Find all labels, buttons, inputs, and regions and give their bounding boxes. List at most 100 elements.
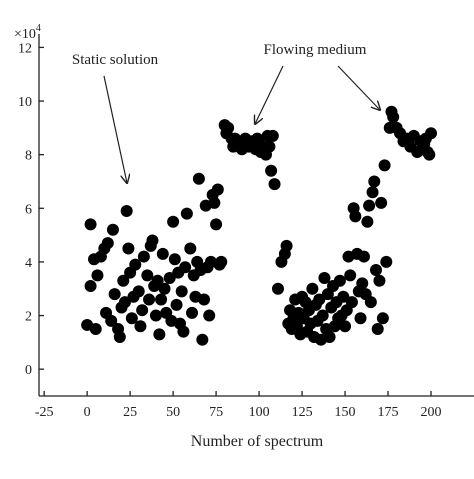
data-point	[125, 312, 138, 325]
data-point	[132, 285, 145, 298]
data-point	[271, 282, 284, 295]
data-point	[354, 312, 367, 325]
data-point	[136, 304, 149, 317]
x-tick-label: 150	[335, 405, 356, 420]
y-tick-label: 0	[25, 363, 32, 378]
data-point	[208, 196, 221, 209]
data-point	[180, 207, 193, 220]
data-point	[198, 293, 211, 306]
data-point	[280, 239, 293, 252]
x-axis-title: Number of spectrum	[191, 433, 324, 450]
x-tick-label: 75	[209, 405, 223, 420]
data-point	[337, 290, 350, 303]
data-point	[149, 309, 162, 322]
y-tick-label: 12	[18, 41, 32, 56]
data-point	[137, 250, 150, 263]
data-point	[177, 325, 190, 338]
data-point	[316, 309, 329, 322]
x-tick-label: 50	[166, 405, 180, 420]
data-point	[356, 277, 369, 290]
data-point	[371, 322, 384, 335]
y-tick-label: 2	[25, 310, 32, 325]
data-point	[143, 293, 156, 306]
data-point	[203, 309, 216, 322]
y-multiplier-base: ×10	[14, 27, 36, 42]
data-point	[222, 121, 235, 134]
data-point	[84, 218, 97, 231]
data-point	[333, 274, 346, 287]
data-point	[263, 140, 276, 153]
data-point	[158, 282, 171, 295]
data-point	[323, 331, 336, 344]
data-point	[265, 164, 278, 177]
data-point	[210, 218, 223, 231]
data-point	[117, 274, 130, 287]
annotation-arrow	[255, 65, 284, 124]
data-point	[105, 314, 118, 327]
data-point	[318, 272, 331, 285]
data-point	[378, 159, 391, 172]
data-point	[349, 210, 362, 223]
data-point	[361, 215, 374, 228]
data-point	[106, 223, 119, 236]
data-point	[368, 175, 381, 188]
data-point	[344, 269, 357, 282]
x-tick-label: 25	[123, 405, 137, 420]
data-point	[363, 199, 376, 212]
data-point	[167, 215, 180, 228]
data-point	[423, 148, 436, 161]
data-point	[366, 186, 379, 199]
annotation-arrow	[337, 65, 380, 110]
data-point	[122, 242, 135, 255]
data-point	[129, 258, 142, 271]
data-point	[196, 333, 209, 346]
data-point	[376, 312, 389, 325]
data-point	[211, 183, 224, 196]
data-point	[141, 269, 154, 282]
annotation: Flowing medium	[264, 42, 367, 58]
data-point	[357, 250, 370, 263]
data-point	[168, 253, 181, 266]
y-tick-label: 10	[18, 95, 32, 110]
data-point	[387, 111, 400, 124]
data-point	[118, 296, 131, 309]
x-tick-label: 175	[378, 405, 399, 420]
x-tick-label: 100	[249, 405, 270, 420]
data-point	[175, 285, 188, 298]
y-multiplier-exponent: 4	[36, 23, 41, 34]
y-tick-label: 4	[25, 256, 32, 271]
data-point	[373, 274, 386, 287]
data-point	[163, 272, 176, 285]
data-point	[151, 274, 164, 287]
x-tick-label: 200	[421, 405, 442, 420]
data-point	[364, 296, 377, 309]
y-tick-label: 6	[25, 202, 32, 217]
y-multiplier: ×104	[14, 23, 41, 42]
data-point	[192, 172, 205, 185]
data-point	[113, 331, 126, 344]
data-point	[91, 269, 104, 282]
data-point	[380, 255, 393, 268]
data-point	[266, 129, 279, 142]
x-tick-label: 125	[292, 405, 313, 420]
x-tick-label: 0	[84, 405, 91, 420]
data-point	[134, 320, 147, 333]
data-point	[179, 261, 192, 274]
data-point	[411, 145, 424, 158]
data-point	[375, 196, 388, 209]
data-point	[184, 242, 197, 255]
data-point	[369, 263, 382, 276]
data-point	[155, 293, 168, 306]
data-point	[345, 296, 358, 309]
annotation: Static solution	[72, 52, 159, 68]
data-point	[101, 237, 114, 250]
data-point	[170, 298, 183, 311]
data-point	[153, 328, 166, 341]
data-point	[339, 320, 352, 333]
data-point	[89, 322, 102, 335]
data-point	[313, 293, 326, 306]
data-point	[156, 247, 169, 260]
data-point	[215, 255, 228, 268]
